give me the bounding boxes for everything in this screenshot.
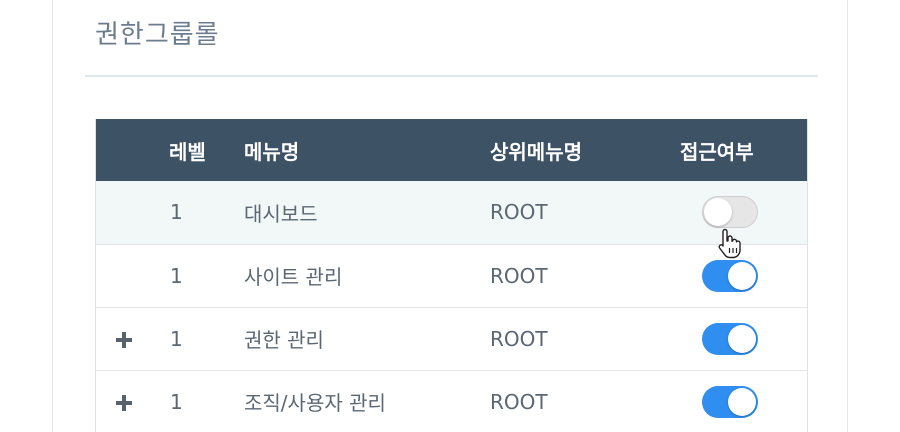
toggle-knob	[728, 324, 756, 353]
panel-title: 권한그룹롤	[95, 20, 220, 50]
table-header-row: 레벨 메뉴명 상위메뉴명 접근여부	[96, 119, 807, 181]
header-menu-name: 메뉴명	[244, 139, 300, 164]
toggle-knob	[728, 261, 756, 290]
expand-cell	[96, 244, 156, 307]
table-row: 1 대시보드 ROOT	[96, 181, 807, 244]
permission-group-panel: 권한그룹롤 레벨 메뉴명 상위메뉴명 접근여부	[52, 0, 848, 432]
header-access: 접근여부	[680, 139, 754, 164]
row-menu-name: 사이트 관리	[244, 265, 343, 289]
access-toggle[interactable]	[702, 322, 758, 355]
header-parent-menu: 상위메뉴명	[490, 139, 582, 164]
plus-icon[interactable]	[116, 395, 132, 411]
row-parent-menu: ROOT	[490, 326, 548, 351]
toggle-knob	[704, 198, 732, 227]
header-expand	[96, 119, 156, 181]
expand-cell	[96, 370, 156, 432]
plus-icon[interactable]	[116, 332, 132, 348]
expand-cell	[96, 181, 156, 244]
access-cell	[664, 244, 807, 307]
table-row: 1 권한 관리 ROOT	[96, 307, 807, 370]
access-cell	[664, 307, 807, 370]
row-parent-menu: ROOT	[490, 200, 548, 225]
table-row: 1 조직/사용자 관리 ROOT	[96, 370, 807, 432]
header-level: 레벨	[169, 139, 206, 164]
access-cell	[664, 181, 807, 244]
row-level: 1	[170, 326, 183, 351]
row-parent-menu: ROOT	[490, 389, 548, 414]
access-toggle[interactable]	[702, 385, 758, 418]
title-divider	[85, 75, 818, 77]
row-menu-name: 대시보드	[244, 201, 318, 226]
row-level: 1	[170, 200, 183, 225]
toggle-knob	[728, 387, 756, 416]
expand-cell	[96, 307, 156, 370]
row-parent-menu: ROOT	[490, 263, 548, 288]
access-cell	[664, 370, 807, 432]
row-level: 1	[170, 389, 183, 414]
row-menu-name: 권한 관리	[244, 328, 324, 352]
access-toggle[interactable]	[702, 196, 758, 229]
access-toggle[interactable]	[702, 259, 758, 292]
row-menu-name: 조직/사용자 관리	[244, 391, 386, 415]
hand-pointer-icon	[718, 228, 741, 259]
menu-permission-table: 레벨 메뉴명 상위메뉴명 접근여부 1 대시보드 ROOT	[95, 119, 808, 432]
row-level: 1	[170, 263, 183, 288]
table-row: 1 사이트 관리 ROOT	[96, 244, 807, 307]
